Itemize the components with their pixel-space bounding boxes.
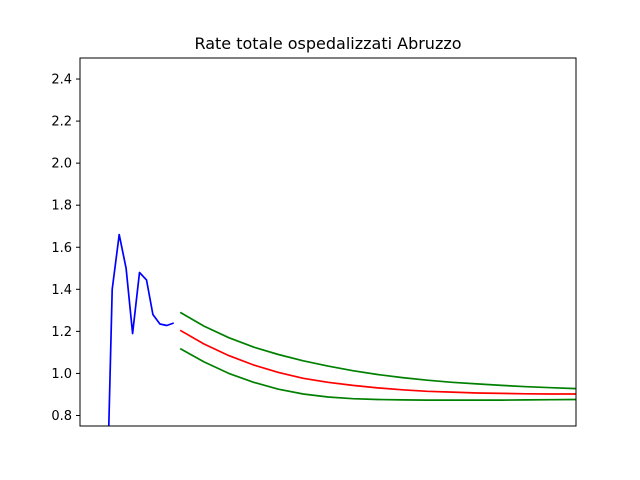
y-axis: 0.8 1.0 1.2 1.4 1.6 1.8 2.0 2.2 2.4 xyxy=(51,73,80,424)
y-tick-label: 2.2 xyxy=(51,115,72,130)
y-tick-label: 1.4 xyxy=(51,283,72,298)
y-tick-label: 2.0 xyxy=(51,157,72,172)
y-tick-label: 0.8 xyxy=(51,409,72,424)
series-line-3 xyxy=(179,311,576,390)
y-tick-label: 1.2 xyxy=(51,325,72,340)
y-tick-label: 1.8 xyxy=(51,199,72,214)
plot-frame xyxy=(79,57,577,427)
series-line-2 xyxy=(179,329,576,395)
series-line-1 xyxy=(107,233,174,426)
y-tick-label: 1.0 xyxy=(51,367,72,382)
y-tick-label: 1.6 xyxy=(51,241,72,256)
series-line-4 xyxy=(179,347,576,401)
y-tick-label: 2.4 xyxy=(51,73,72,88)
series-layer xyxy=(107,233,576,426)
chart-title: Rate totale ospedalizzati Abruzzo xyxy=(194,34,461,53)
